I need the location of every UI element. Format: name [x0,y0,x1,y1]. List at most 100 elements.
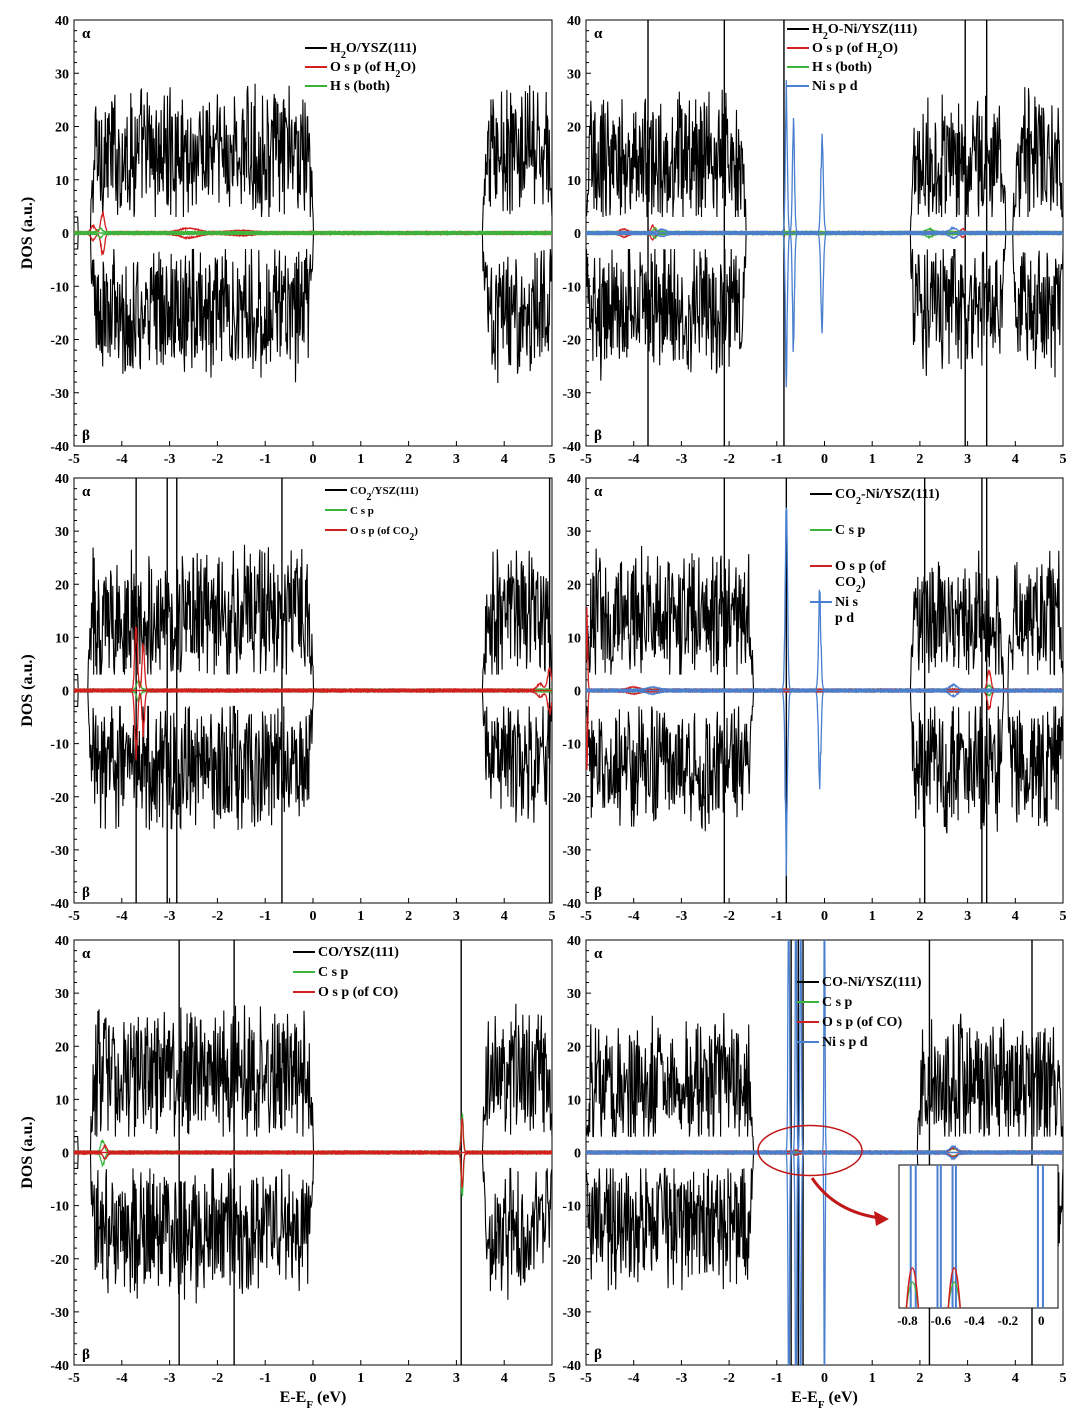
x-tick-label: -4 [116,1371,128,1386]
x-tick-label: 4 [501,909,508,924]
x-tick-label: -1 [771,909,783,924]
legend-label: C s p [835,523,866,538]
x-tick-label: 3 [453,909,460,924]
x-tick-label: 0 [821,452,828,467]
legend-label: C s p [350,505,374,517]
series-total-down [74,232,552,384]
plot-area [586,940,1063,1365]
plot-area [74,478,552,903]
plot-area [586,478,1063,903]
x-tick-label: -4 [628,909,640,924]
x-tick-label: -5 [580,909,592,924]
plot-area [74,83,552,384]
x-tick-label: 3 [453,452,460,467]
legend-label: C s p [822,995,853,1010]
y-tick-label: -20 [562,791,581,806]
x-tick-label: -2 [212,452,224,467]
spin-up-label: α [82,484,91,500]
spin-down-label: β [594,1347,602,1363]
y-tick-label: 0 [62,685,69,700]
x-tick-label: 5 [1060,909,1067,924]
x-tick-label: 4 [1012,452,1019,467]
inset-x-tick-label: -0.4 [964,1313,985,1328]
x-tick-label: 0 [310,1371,317,1386]
x-tick-label: 2 [405,452,412,467]
y-tick-label: 20 [567,578,581,593]
x-tick-label: 2 [916,909,923,924]
inset-x-tick-label: -0.6 [931,1313,952,1328]
x-tick-label: 4 [501,452,508,467]
y-tick-label: -10 [562,280,581,295]
x-tick-label: -3 [676,1371,688,1386]
x-tick-label: 0 [821,909,828,924]
y-tick-label: 0 [62,227,69,242]
x-tick-label: -5 [580,1371,592,1386]
series-2-down [74,1151,552,1188]
x-tick-label: -2 [212,1371,224,1386]
y-tick-label: 40 [55,472,69,487]
spin-down-label: β [82,1347,90,1363]
y-axis-label: DOS (a.u.) [19,654,36,726]
y-tick-label: -20 [562,1253,581,1268]
legend-label: Ni s [835,595,859,610]
spin-down-label: β [594,885,602,901]
x-tick-label: -5 [68,1371,80,1386]
series-total-up [74,1003,552,1154]
x-tick-label: 0 [310,909,317,924]
y-tick-label: 10 [55,631,69,646]
x-tick-label: -4 [116,909,128,924]
y-tick-label: 30 [567,525,581,540]
x-tick-label: -2 [723,452,735,467]
highlight-ellipse [757,1124,863,1177]
y-tick-label: -30 [50,1306,69,1321]
series-3-up [586,80,1063,234]
x-tick-label: 1 [357,1371,364,1386]
series-3-up [586,507,1063,692]
series-total-down [74,1151,552,1304]
x-tick-label: 4 [1012,909,1019,924]
series-2-up [74,226,552,234]
x-tick-label: -1 [259,452,271,467]
y-tick-label: 40 [55,14,69,29]
x-tick-label: -3 [164,452,176,467]
spin-up-label: α [594,26,603,42]
y-tick-label: 30 [55,67,69,82]
y-tick-label: 40 [567,472,581,487]
x-tick-label: -3 [676,452,688,467]
x-tick-label: 1 [357,452,364,467]
y-tick-label: -30 [562,1306,581,1321]
x-tick-label: -5 [68,452,80,467]
x-tick-label: 1 [869,452,876,467]
inset-arrow [810,1177,881,1220]
y-tick-label: -10 [562,1200,581,1215]
series-2-up [74,626,552,692]
inset-x-tick-label: -0.2 [997,1313,1018,1328]
x-tick-label: 5 [1060,1371,1067,1386]
legend-label: O s p (of CO2) [350,525,418,543]
y-tick-label: -40 [562,897,581,912]
y-tick-label: 30 [55,525,69,540]
x-tick-label: 0 [310,452,317,467]
y-tick-label: 10 [567,1093,581,1108]
y-tick-label: 30 [55,987,69,1002]
y-tick-label: 20 [567,1040,581,1055]
y-tick-label: -40 [50,440,69,455]
y-tick-label: -10 [50,738,69,753]
x-tick-label: -1 [771,1371,783,1386]
x-axis-label: E-EF (eV) [280,1389,347,1411]
legend-label: CO2) [835,575,866,595]
x-tick-label: 3 [964,909,971,924]
legend-label: O s p (of [835,559,886,574]
y-tick-label: -30 [562,387,581,402]
y-tick-label: -40 [562,440,581,455]
x-tick-label: -1 [771,452,783,467]
legend-label: H s (both) [812,60,872,75]
series-3-down [586,232,1063,388]
y-tick-label: 40 [567,934,581,949]
y-tick-label: 0 [574,227,581,242]
legend-label: CO2-Ni/YSZ(111) [835,487,940,507]
y-tick-label: 0 [574,685,581,700]
legend-label: C s p [318,965,349,980]
